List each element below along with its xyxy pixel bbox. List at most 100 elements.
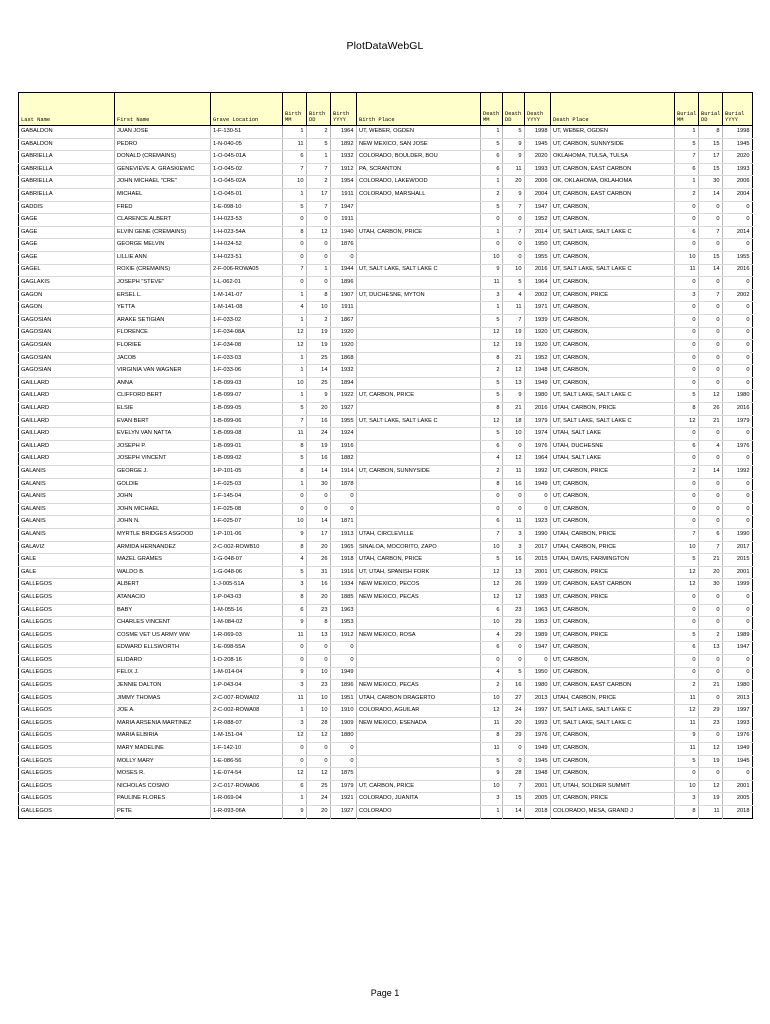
cell-death_mm[interactable]: 3 xyxy=(480,792,503,807)
cell-burial_mm[interactable]: 0 xyxy=(674,377,699,391)
column-header-death-yyyy[interactable]: Death YYYY xyxy=(524,92,551,126)
table-row[interactable]: GAGOSIAN ARAKE SETIGIAN 1-F-033-02 1 2 1867 5 7… xyxy=(18,314,753,328)
cell-death_yyyy[interactable]: 2013 xyxy=(524,692,551,706)
table-row[interactable]: GALE MAZEL GRAMES 1-G-048-07 4 26 1918 UTAH, C… xyxy=(18,553,753,567)
cell-burial_mm[interactable]: 9 xyxy=(674,730,699,744)
cell-burial_dd[interactable]: 0 xyxy=(698,339,723,353)
table-row[interactable]: GALLEGOS MARIA ARSENIA MARTINEZ 1-R-088-07… xyxy=(18,717,753,731)
cell-death_dd[interactable]: 29 xyxy=(502,616,525,630)
cell-burial_mm[interactable]: 0 xyxy=(674,352,699,366)
cell-burial_dd[interactable]: 17 xyxy=(698,150,723,164)
cell-first_name[interactable]: JUAN JOSE xyxy=(114,125,211,139)
cell-death_mm[interactable]: 1 xyxy=(480,226,503,240)
cell-burial_yyyy[interactable]: 1945 xyxy=(722,755,753,769)
cell-death_place[interactable]: UT, CARBON, xyxy=(550,251,675,265)
cell-death_yyyy[interactable]: 1974 xyxy=(524,427,551,441)
cell-birth_yyyy[interactable]: 1951 xyxy=(330,692,357,706)
cell-last_name[interactable]: GAGOSIAN xyxy=(18,352,115,366)
cell-birth_dd[interactable]: 0 xyxy=(306,251,331,265)
cell-birth_place[interactable]: UTAH, CARBON, PRICE xyxy=(356,226,481,240)
cell-burial_dd[interactable]: 0 xyxy=(698,503,723,517)
cell-grave_location[interactable]: 1-F-025-07 xyxy=(210,515,283,529)
cell-birth_dd[interactable]: 0 xyxy=(306,654,331,668)
cell-burial_yyyy[interactable]: 1955 xyxy=(722,251,753,265)
cell-first_name[interactable]: ATANACIO xyxy=(114,591,211,605)
cell-burial_dd[interactable]: 15 xyxy=(698,251,723,265)
cell-birth_place[interactable]: NEW MEXICO, PECOS xyxy=(356,578,481,592)
cell-last_name[interactable]: GALLEGOS xyxy=(18,604,115,618)
table-row[interactable]: GALLEGOS PETE 1-R-093-06A 9 20 1927 COLORADO 1 1… xyxy=(18,805,753,819)
cell-burial_mm[interactable]: 2 xyxy=(674,188,699,202)
cell-death_dd[interactable]: 9 xyxy=(502,150,525,164)
cell-burial_yyyy[interactable]: 2015 xyxy=(722,553,753,567)
cell-first_name[interactable]: CLARENCE ALBERT xyxy=(114,213,211,227)
cell-burial_yyyy[interactable]: 0 xyxy=(722,377,753,391)
cell-death_dd[interactable]: 3 xyxy=(502,528,525,542)
cell-birth_dd[interactable]: 31 xyxy=(306,566,331,580)
cell-death_dd[interactable]: 13 xyxy=(502,566,525,580)
cell-death_mm[interactable]: 2 xyxy=(480,465,503,479)
column-header-birth-yyyy[interactable]: Birth YYYY xyxy=(330,92,357,126)
cell-birth_place[interactable]: COLORADO, BOULDER, BOU xyxy=(356,150,481,164)
cell-burial_yyyy[interactable]: 0 xyxy=(722,339,753,353)
cell-first_name[interactable]: JENNIE DALTON xyxy=(114,679,211,693)
cell-birth_yyyy[interactable]: 1934 xyxy=(330,578,357,592)
cell-birth_mm[interactable]: 9 xyxy=(282,528,307,542)
cell-birth_place[interactable] xyxy=(356,251,481,265)
cell-death_place[interactable]: UTAH, SALT LAKE xyxy=(550,452,675,467)
cell-death_mm[interactable]: 12 xyxy=(480,566,503,580)
cell-death_mm[interactable]: 12 xyxy=(480,327,503,341)
cell-burial_mm[interactable]: 8 xyxy=(674,805,699,819)
cell-death_yyyy[interactable]: 1992 xyxy=(524,465,551,479)
cell-birth_mm[interactable]: 6 xyxy=(282,780,307,794)
cell-death_place[interactable]: UT, CARBON, EAST CARBON xyxy=(550,679,675,693)
cell-death_place[interactable]: UT, CARBON, xyxy=(550,667,675,681)
cell-death_dd[interactable]: 0 xyxy=(502,503,525,517)
column-header-last-name[interactable]: Last Name xyxy=(18,92,115,126)
cell-burial_mm[interactable]: 11 xyxy=(674,264,699,278)
cell-birth_yyyy[interactable]: 1878 xyxy=(330,478,357,492)
cell-death_place[interactable]: UT, CARBON, xyxy=(550,515,675,529)
cell-death_yyyy[interactable]: 1952 xyxy=(524,213,551,227)
cell-burial_mm[interactable]: 3 xyxy=(674,289,699,303)
cell-death_place[interactable]: UT, CARBON, xyxy=(550,604,675,618)
cell-death_mm[interactable]: 11 xyxy=(480,276,503,290)
cell-death_mm[interactable]: 0 xyxy=(480,654,503,668)
cell-burial_mm[interactable]: 6 xyxy=(674,641,699,655)
cell-birth_dd[interactable]: 16 xyxy=(306,452,331,467)
cell-first_name[interactable]: MOLLY MARY xyxy=(114,755,211,769)
cell-burial_yyyy[interactable]: 1999 xyxy=(722,578,753,592)
cell-death_mm[interactable]: 5 xyxy=(480,377,503,391)
cell-death_mm[interactable]: 8 xyxy=(480,478,503,492)
cell-death_yyyy[interactable]: 1949 xyxy=(524,478,551,492)
cell-death_place[interactable]: UT, CARBON, xyxy=(550,213,675,227)
cell-birth_yyyy[interactable]: 1867 xyxy=(330,314,357,328)
cell-death_yyyy[interactable]: 1976 xyxy=(524,730,551,744)
cell-birth_dd[interactable]: 5 xyxy=(306,138,331,152)
cell-death_mm[interactable]: 0 xyxy=(480,213,503,227)
cell-death_mm[interactable]: 6 xyxy=(480,440,503,454)
cell-birth_yyyy[interactable]: 1944 xyxy=(330,264,357,278)
cell-birth_place[interactable] xyxy=(356,616,481,630)
cell-death_place[interactable]: UT, CARBON, xyxy=(550,742,675,756)
cell-death_place[interactable]: UT, CARBON, xyxy=(550,478,675,492)
cell-last_name[interactable]: GALLEGOS xyxy=(18,717,115,731)
cell-birth_dd[interactable]: 20 xyxy=(306,541,331,555)
cell-last_name[interactable]: GAILLARD xyxy=(18,389,115,404)
cell-burial_dd[interactable]: 7 xyxy=(698,226,723,240)
cell-birth_dd[interactable]: 2 xyxy=(306,125,331,139)
cell-death_place[interactable]: UT, SALT LAKE, SALT LAKE C xyxy=(550,704,675,718)
cell-death_mm[interactable]: 8 xyxy=(480,352,503,366)
column-header-burial-mm[interactable]: Burial MM xyxy=(674,92,699,126)
cell-birth_place[interactable] xyxy=(356,654,481,668)
cell-death_place[interactable]: UT, CARBON, xyxy=(550,327,675,341)
cell-birth_mm[interactable]: 0 xyxy=(282,503,307,517)
cell-birth_yyyy[interactable]: 1885 xyxy=(330,591,357,605)
cell-grave_location[interactable]: 1-F-033-06 xyxy=(210,364,283,378)
cell-first_name[interactable]: JACOB xyxy=(114,352,211,366)
cell-last_name[interactable]: GAILLARD xyxy=(18,452,115,467)
cell-death_yyyy[interactable]: 0 xyxy=(524,490,551,504)
table-row[interactable]: GAGE GEORGE MELVIN 1-H-024-52 0 0 1876 0 0 1950 U… xyxy=(18,238,753,252)
cell-birth_dd[interactable]: 12 xyxy=(306,226,331,240)
cell-birth_mm[interactable]: 5 xyxy=(282,452,307,467)
